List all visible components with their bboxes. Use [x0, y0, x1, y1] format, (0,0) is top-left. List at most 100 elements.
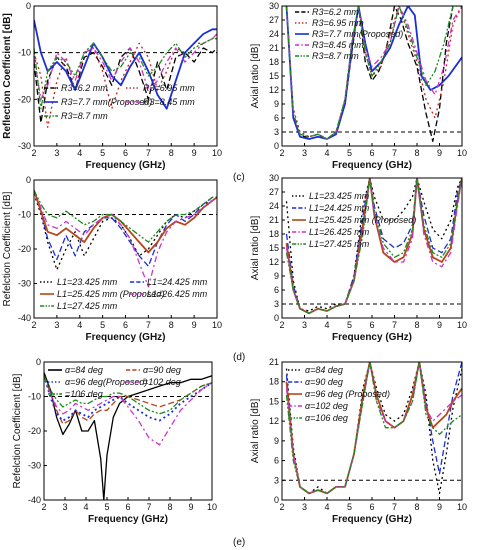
x-tick-label: 10	[207, 502, 217, 512]
legend-label-2: α=96 deg (Proposed)	[305, 389, 390, 399]
y-tick-label: 0	[274, 495, 279, 505]
legend-label-0: R3=6.2 mm	[61, 83, 108, 93]
x-tick-label: 9	[192, 320, 197, 330]
y-tick-label: 21	[269, 357, 279, 367]
y-tick-label: 9	[274, 99, 279, 109]
y-tick-label: 12	[269, 85, 279, 95]
y-tick-label: -10	[18, 210, 31, 220]
series-line-2	[44, 375, 212, 422]
series-line-4	[34, 38, 217, 110]
series-line-3	[285, 362, 462, 495]
x-tick-label: 10	[457, 502, 467, 512]
y-tick-label: 15	[269, 71, 279, 81]
y-tick-label: 6	[274, 456, 279, 466]
y-tick-label: 3	[274, 127, 279, 137]
y-tick-label: -10	[18, 48, 31, 58]
legend-label-2: α=96 deg(Proposed)	[65, 377, 147, 387]
x-tick-label: 6	[123, 320, 128, 330]
x-tick-label: 5	[100, 320, 105, 330]
y-tick-label: 9	[274, 271, 279, 281]
x-tick-label: 7	[392, 502, 397, 512]
x-tick-label: 3	[302, 320, 307, 330]
legend-label-2: R3=7.7 mm(Proposed)	[312, 29, 403, 39]
x-tick-label: 10	[212, 320, 222, 330]
x-tick-label: 4	[83, 502, 88, 512]
y-axis-label: Refelction Coefficient [dB]	[2, 191, 13, 306]
x-tick-label: 3	[302, 502, 307, 512]
legend-label-0: α=84 deg	[65, 365, 103, 375]
y-tick-label: 30	[269, 1, 279, 11]
y-tick-label: 15	[269, 243, 279, 253]
x-tick-label: 5	[347, 148, 352, 158]
y-axis-label: Axial ratio [dB]	[250, 44, 261, 109]
x-tick-label: 4	[324, 320, 329, 330]
x-tick-label: 7	[392, 320, 397, 330]
x-tick-label: 9	[437, 502, 442, 512]
legend-label-0: R3=6.2 mm	[312, 7, 359, 17]
y-tick-label: -20	[18, 244, 31, 254]
series-line-2	[34, 190, 217, 254]
legend-label-0: α=84 deg	[305, 365, 343, 375]
x-tick-label: 8	[414, 502, 419, 512]
y-tick-label: -20	[18, 94, 31, 104]
x-tick-label: 9	[437, 320, 442, 330]
legend-label-4: L1=27.425 mm	[57, 301, 118, 311]
x-tick-label: 5	[100, 148, 105, 158]
legend-label-1: R3=6.95 mm	[143, 83, 195, 93]
y-tick-label: 0	[274, 141, 279, 151]
plot-c-left: 2 3 4 5 6 7 8 9 10 0 -10 -20 -30 Frequency (GHz) Refle…	[2, 1, 222, 171]
legend-label-4: L1=27.425 mm	[309, 239, 370, 249]
series-line-3	[34, 33, 217, 100]
series-line-4	[285, 178, 462, 314]
x-tick-label: 5	[104, 502, 109, 512]
y-tick-label: 21	[269, 215, 279, 225]
y-tick-label: -20	[28, 426, 41, 436]
legend-label-4: =106 deg	[65, 389, 103, 399]
y-tick-label: 21	[269, 43, 279, 53]
y-tick-label: -30	[18, 141, 31, 151]
x-tick-label: 8	[414, 148, 419, 158]
x-axis-label: Frequency (GHz)	[332, 514, 412, 525]
x-tick-label: 10	[457, 320, 467, 330]
y-tick-label: -10	[28, 392, 41, 402]
x-tick-label: 6	[369, 320, 374, 330]
x-tick-label: 2	[279, 320, 284, 330]
legend-label-2: R3=7.7 mm(Proposed)	[61, 97, 152, 107]
x-tick-label: 9	[437, 148, 442, 158]
legend-label-1: L1=24.425 mm	[147, 277, 208, 287]
y-tick-label: -30	[28, 461, 41, 471]
y-tick-label: 18	[269, 229, 279, 239]
y-tick-label: 0	[36, 357, 41, 367]
legend: L1=23.425 mm L1=24.425 mm L1=25.425 mm (Pr…	[292, 191, 416, 249]
plot-c-right: 2 3 4 5 6 7 8 9 10 0 3 6 9 12 15 18 21 24 27 30 Frequency (G…	[250, 1, 467, 171]
y-tick-label: -30	[18, 279, 31, 289]
series-line-4	[34, 190, 217, 243]
y-tick-label: 24	[269, 29, 279, 39]
legend-label-4: α=106 deg	[305, 413, 348, 423]
y-tick-label: 18	[269, 57, 279, 67]
series-line-3	[44, 375, 212, 446]
x-axis-label: Frequency (GHz)	[88, 514, 168, 525]
legend-label-0: L1=23.425 mm	[309, 191, 370, 201]
series-line-1	[34, 33, 217, 128]
y-tick-label: -40	[18, 313, 31, 323]
y-axis-label: Reflection Coefficient [dB]	[2, 13, 13, 139]
legend-label-1: R3=6.95 mm	[312, 18, 364, 28]
x-tick-label: 2	[31, 320, 36, 330]
y-tick-label: 0	[274, 313, 279, 323]
y-axis-label: Refelction Coefficient [dB]	[12, 373, 23, 488]
legend-label-1: L1=24.425 mm	[309, 203, 370, 213]
x-tick-label: 2	[41, 502, 46, 512]
plot-d-right: 2 3 4 5 6 7 8 9 10 0 3 6 9 12 15 18 21 24 27 30 Frequency (G…	[250, 173, 467, 343]
series-line-2	[34, 19, 217, 110]
x-tick-label: 3	[62, 502, 67, 512]
plot-e-right: 2 3 4 5 6 7 8 9 10 0 3 6 9 12 15 18 21 Frequency (GHz) Axi…	[250, 357, 467, 525]
x-tick-label: 10	[212, 148, 222, 158]
x-tick-label: 2	[279, 502, 284, 512]
legend: α=84 deg α=90 deg α=96 deg (Proposed) α=102…	[288, 365, 390, 423]
x-tick-label: 6	[123, 148, 128, 158]
legend-label-3: R3=8.45 mm	[312, 40, 364, 50]
